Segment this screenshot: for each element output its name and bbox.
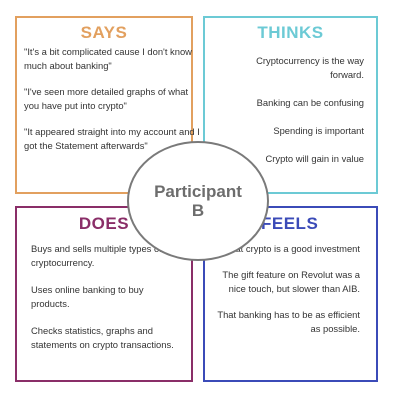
says-item: "It appeared straight into my account an… <box>24 126 200 151</box>
says-list: "It's a bit complicated cause I don't kn… <box>24 45 202 153</box>
says-item: "It's a bit complicated cause I don't kn… <box>24 46 192 71</box>
thinks-title: THINKS <box>257 23 324 42</box>
does-item: Buys and sells multiple types of cryptoc… <box>31 243 162 268</box>
feels-item: The gift feature on Revolut was a nice t… <box>222 269 360 294</box>
does-item: Uses online banking to buy products. <box>31 284 144 309</box>
feels-item: That banking has to be as efficient as p… <box>217 309 360 334</box>
thinks-item: Spending is important <box>273 125 364 136</box>
does-list: Buys and sells multiple types of cryptoc… <box>31 242 181 365</box>
says-item: "I've seen more detailed graphs of what … <box>24 86 189 111</box>
says-quadrant: SAYS "It's a bit complicated cause I don… <box>15 16 200 194</box>
thinks-item: Cryptocurrency is the way forward. <box>256 55 364 80</box>
participant-label: Participant <box>154 182 242 201</box>
thinks-item: Crypto will gain in value <box>265 153 364 164</box>
thinks-list: Cryptocurrency is the way forward. Banki… <box>224 54 364 180</box>
does-item: Checks statistics, graphs and statements… <box>31 325 174 350</box>
does-title: DOES <box>78 214 130 233</box>
feels-item: That crypto is a good investment <box>224 243 360 254</box>
feels-list: That crypto is a good investment The gif… <box>205 242 360 348</box>
feels-title: FEELS <box>261 214 319 233</box>
feels-quadrant: FEELS That crypto is a good investment T… <box>203 206 378 382</box>
participant-circle: Participant B <box>127 141 269 261</box>
thinks-item: Banking can be confusing <box>256 97 364 108</box>
says-title: SAYS <box>80 23 128 42</box>
participant-id: B <box>191 201 205 220</box>
